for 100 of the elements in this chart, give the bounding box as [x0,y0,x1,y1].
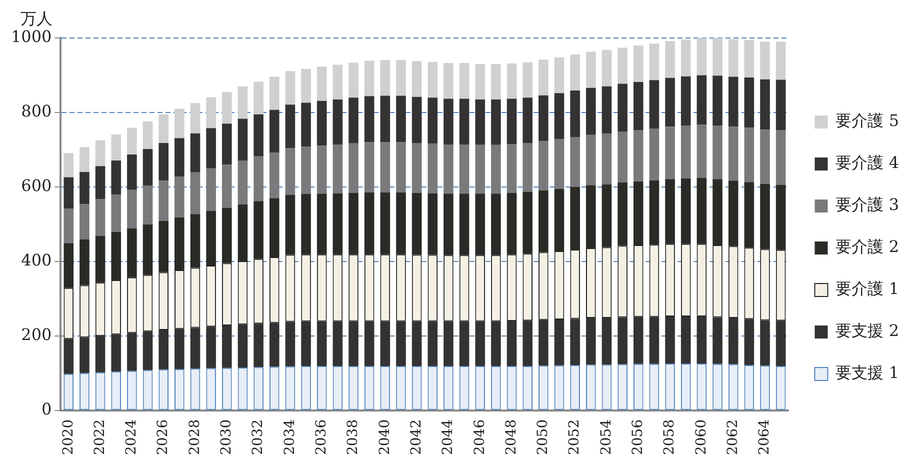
bar [380,321,390,366]
bar [570,137,580,187]
bar [680,39,691,76]
bar [190,133,200,172]
bar [142,331,153,370]
bar [190,328,200,369]
bar [586,52,596,88]
bar [364,321,374,366]
bar [364,60,374,96]
bar [316,66,327,101]
bar [64,208,74,244]
bar [665,40,675,78]
bar [444,144,454,194]
bar [301,68,311,103]
bar [158,180,168,221]
bar [206,168,216,211]
x-tick-label: 2040 [376,419,393,456]
bar [254,324,264,368]
x-tick-label: 2044 [440,419,456,456]
bar [475,144,486,194]
bar [475,64,486,100]
bar [316,146,327,194]
x-tick-label: 2022 [92,419,108,456]
bar [680,126,691,178]
bar [95,199,106,236]
bar [127,190,137,228]
bar [158,330,168,370]
x-tick-label: 2026 [155,419,172,456]
bar [744,319,754,365]
bar [174,138,184,177]
bar [412,143,422,193]
bar [712,317,722,364]
bar [364,142,374,193]
bar [618,317,628,364]
bar [696,124,707,178]
bar [316,100,327,146]
bar [269,152,280,198]
bar [491,64,501,100]
bar [554,139,564,189]
y-tick-label: 400 [21,250,52,270]
bar [316,321,327,366]
bar [649,44,660,80]
bar [254,156,264,202]
bar [554,93,564,140]
bar [80,337,90,374]
bar [428,321,438,366]
bar [348,62,358,98]
bar [665,78,675,127]
bar [396,321,406,366]
bar [522,320,533,366]
bar [285,148,296,195]
bar [127,128,137,155]
bar [522,98,533,144]
bar [254,82,264,114]
bar [95,140,106,166]
bar [95,336,106,372]
bar [174,176,184,218]
bar [570,318,580,365]
legend-label: 要介護 1 [836,279,899,298]
bar [158,114,168,144]
bar [459,98,470,144]
bar [64,177,74,209]
bar [238,324,248,368]
bar [538,141,548,190]
legend-label: 要介護 2 [836,237,899,256]
bar [190,103,200,134]
x-tick-label: 2038 [345,419,362,456]
bar [348,321,358,366]
x-tick-label: 2062 [724,419,741,456]
bar [522,143,533,192]
legend-label: 要支援 1 [836,363,899,382]
bar [696,75,707,125]
bar [491,321,501,366]
bar [111,134,122,161]
bar [776,130,786,185]
x-tick-label: 2024 [124,419,140,456]
bar [459,321,470,366]
bar [586,318,596,365]
bar [649,80,660,128]
bar [760,79,770,130]
bar [712,126,722,180]
bar [570,54,580,91]
bar [618,48,628,84]
bar [111,194,122,232]
y-axis-title: 万人 [20,9,53,28]
bar [712,38,722,76]
bar [174,328,184,370]
bar [475,99,486,145]
bar [506,321,517,366]
x-tick-label: 2034 [282,419,298,456]
bar [586,134,596,186]
bar [744,128,754,182]
bar [459,62,470,99]
bar [728,39,738,77]
x-tick-label: 2028 [186,419,203,456]
bar [301,102,311,147]
bar [142,121,153,149]
bar [491,99,501,145]
bar [459,144,470,194]
bar [649,128,660,180]
